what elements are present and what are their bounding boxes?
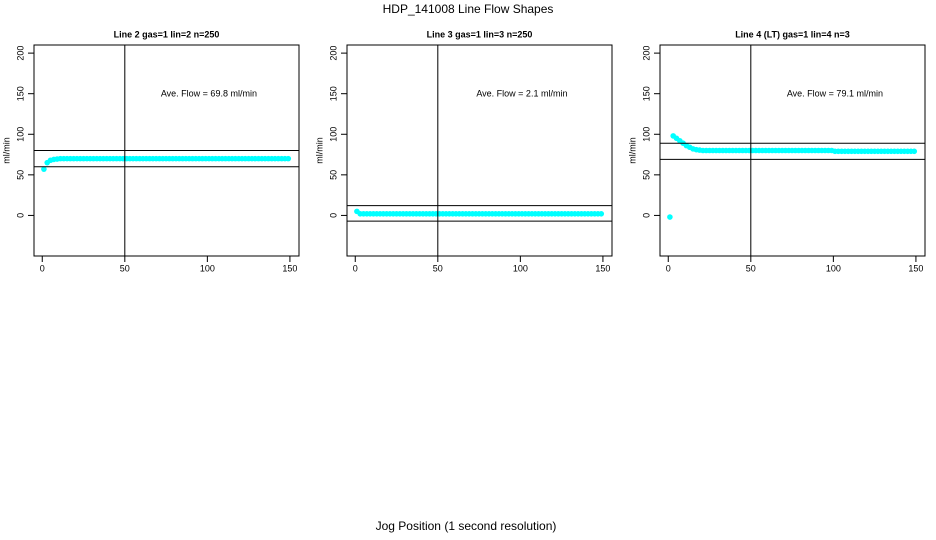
y-tick-label: 150	[641, 86, 651, 101]
point	[285, 155, 292, 162]
plot-box	[346, 44, 613, 257]
panel: Line 3 gas=1 lin=3 n=250 ml/min 0 50 100 150 0…	[314, 29, 613, 273]
panel: Line 4 (LT) gas=1 lin=4 n=3 ml/min 0 50 100 1…	[627, 29, 926, 273]
x-tick-label: 100	[826, 263, 841, 273]
y-tick-label: 150	[328, 86, 338, 101]
y-tick-label: 50	[328, 170, 338, 180]
y-tick-label: 50	[15, 170, 25, 180]
y-tick-label: 100	[328, 127, 338, 142]
plot-box	[659, 44, 926, 257]
y-tick-label: 200	[328, 46, 338, 61]
point	[598, 211, 605, 217]
annotation: Ave. Flow = 79.1 ml/min	[787, 88, 883, 98]
x-tick-label: 150	[282, 263, 297, 273]
x-axis-label: Jog Position (1 second resolution)	[376, 519, 557, 533]
x-tick-label: 50	[120, 263, 130, 273]
point	[41, 166, 47, 172]
plot-box	[33, 44, 300, 257]
x-tick-label: 50	[746, 263, 756, 273]
y-tick-label: 0	[328, 213, 338, 218]
y-axis-label: ml/min	[1, 137, 11, 164]
y-tick-label: 50	[641, 170, 651, 180]
point	[667, 214, 673, 220]
x-tick-label: 0	[40, 263, 45, 273]
x-tick-label: 100	[200, 263, 215, 273]
y-axis-label: ml/min	[314, 137, 324, 164]
panel-title: Line 2 gas=1 lin=2 n=250	[114, 29, 220, 39]
y-tick-label: 200	[15, 46, 25, 61]
y-tick-label: 100	[641, 127, 651, 142]
y-axis-label: ml/min	[627, 137, 637, 164]
point	[911, 148, 918, 155]
panel-title: Line 4 (LT) gas=1 lin=4 n=3	[735, 29, 850, 39]
x-tick-label: 150	[908, 263, 923, 273]
y-tick-label: 150	[15, 86, 25, 101]
x-tick-label: 0	[666, 263, 671, 273]
y-tick-label: 200	[641, 46, 651, 61]
y-tick-label: 0	[15, 213, 25, 218]
x-tick-label: 50	[433, 263, 443, 273]
panel-title: Line 3 gas=1 lin=3 n=250	[427, 29, 533, 39]
x-tick-label: 0	[353, 263, 358, 273]
annotation: Ave. Flow = 69.8 ml/min	[161, 88, 257, 98]
y-tick-label: 0	[641, 213, 651, 218]
y-tick-label: 100	[15, 127, 25, 142]
figure-title: HDP_141008 Line Flow Shapes	[383, 2, 554, 16]
x-tick-label: 100	[513, 263, 528, 273]
annotation: Ave. Flow = 2.1 ml/min	[476, 88, 567, 98]
x-tick-label: 150	[595, 263, 610, 273]
panel: Line 2 gas=1 lin=2 n=250 ml/min 0 50 100 150 0…	[1, 29, 300, 273]
